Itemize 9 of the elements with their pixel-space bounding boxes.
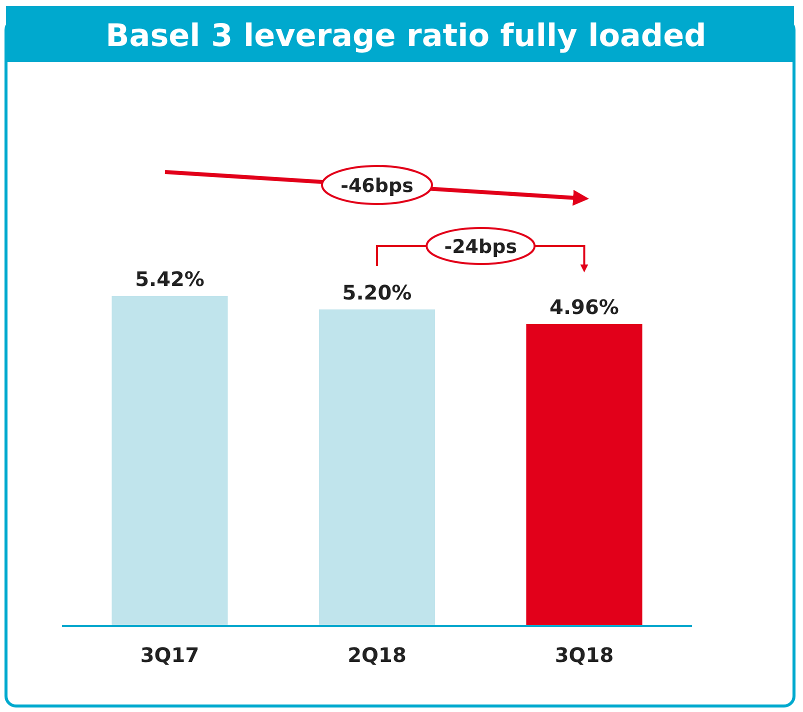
data-label: 5.42% <box>135 267 204 291</box>
x-tick-label: 3Q18 <box>554 643 614 668</box>
chart-title: Basel 3 leverage ratio fully loaded <box>106 18 706 54</box>
bracket-arrow-with-label: -24bps <box>376 227 588 272</box>
data-label: 5.20% <box>342 280 412 304</box>
data-label: 4.96% <box>550 295 619 320</box>
x-tick-label: 2Q18 <box>348 643 406 668</box>
x-tick-label: 3Q17 <box>140 643 200 668</box>
arrow-with-label: -46bps <box>164 165 589 206</box>
